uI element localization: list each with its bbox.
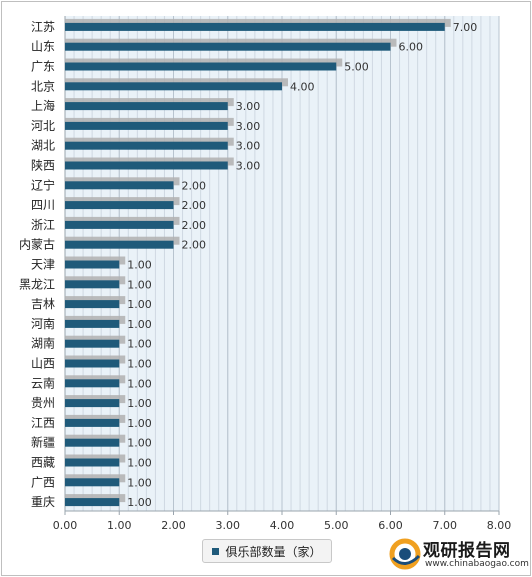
category-label: 广东 <box>31 60 55 74</box>
bar <box>65 379 120 388</box>
category-label: 天津 <box>31 258 55 272</box>
tick-label: 4.00 <box>270 519 295 532</box>
legend-swatch <box>212 547 220 555</box>
bar <box>65 240 174 249</box>
data-label: 1.00 <box>127 278 152 291</box>
bar <box>65 300 120 309</box>
category-label: 贵州 <box>31 396 55 410</box>
data-label: 5.00 <box>344 61 369 74</box>
category-label: 北京 <box>31 79 55 93</box>
category-label: 江西 <box>31 416 55 430</box>
bar <box>65 438 120 447</box>
bar <box>65 339 120 348</box>
data-label: 2.00 <box>182 239 207 252</box>
category-label: 黑龙江 <box>19 277 55 291</box>
bar <box>65 220 174 229</box>
bar <box>65 498 120 507</box>
data-label: 1.00 <box>127 338 152 351</box>
bar <box>65 260 120 269</box>
watermark-name: 观研报告网 <box>423 541 511 561</box>
bar <box>65 280 120 289</box>
tick-label: 1.00 <box>107 519 132 532</box>
data-label: 1.00 <box>127 437 152 450</box>
bar <box>65 102 228 111</box>
tick-label: 8.00 <box>487 519 512 532</box>
category-label: 新疆 <box>31 435 55 450</box>
data-label: 3.00 <box>236 160 261 173</box>
bar <box>65 42 391 51</box>
data-label: 7.00 <box>453 21 478 34</box>
category-label: 吉林 <box>31 297 55 311</box>
data-label: 1.00 <box>127 397 152 410</box>
category-label: 内蒙古 <box>19 237 55 252</box>
legend-label: 俱乐部数量（家） <box>225 544 322 559</box>
data-label: 1.00 <box>127 358 152 371</box>
category-labels: 江苏山东广东北京上海河北湖北陕西辽宁四川浙江内蒙古天津黑龙江吉林河南湖南山西云南… <box>19 20 55 509</box>
category-label: 河南 <box>31 316 55 331</box>
data-label: 3.00 <box>236 140 261 153</box>
category-label: 辽宁 <box>31 177 55 192</box>
category-label: 云南 <box>31 375 55 390</box>
category-label: 江苏 <box>31 20 55 34</box>
tick-label: 3.00 <box>216 519 241 532</box>
data-labels: 7.00 6.00 5.00 4.00 3.00 3.00 3.00 3.00 2.00 2.00… <box>127 21 477 509</box>
data-label: 1.00 <box>127 298 152 311</box>
bar <box>65 161 228 170</box>
category-label: 山西 <box>31 357 55 371</box>
category-label: 浙江 <box>31 218 55 232</box>
data-label: 2.00 <box>182 219 207 232</box>
tick-label: 7.00 <box>433 519 458 532</box>
tick-label: 0.00 <box>53 519 78 532</box>
bar <box>65 399 120 408</box>
data-label: 1.00 <box>127 259 152 272</box>
category-label: 西藏 <box>31 456 55 470</box>
category-label: 湖南 <box>31 336 55 351</box>
category-label: 上海 <box>31 98 55 113</box>
bar <box>65 359 120 368</box>
data-label: 1.00 <box>127 476 152 489</box>
tick-label: 6.00 <box>378 519 403 532</box>
data-label: 3.00 <box>236 100 261 113</box>
data-label: 1.00 <box>127 457 152 470</box>
bar <box>65 121 228 130</box>
category-label: 四川 <box>31 198 55 212</box>
data-label: 6.00 <box>399 41 424 54</box>
tick-label: 5.00 <box>324 519 349 532</box>
category-label: 重庆 <box>31 495 55 509</box>
data-label: 1.00 <box>127 318 152 331</box>
data-label: 2.00 <box>182 179 207 192</box>
x-axis-ticks: 0.00 1.00 2.00 3.00 4.00 5.00 6.00 7.00 8.00 <box>53 511 512 532</box>
logo-icon <box>389 538 421 570</box>
data-label: 1.00 <box>127 417 152 430</box>
data-label: 3.00 <box>236 120 261 133</box>
bar <box>65 319 120 328</box>
category-label: 广西 <box>31 475 55 489</box>
bar <box>65 141 228 150</box>
bar <box>65 478 120 487</box>
data-label: 4.00 <box>290 80 315 93</box>
data-label: 2.00 <box>182 199 207 212</box>
category-label: 陕西 <box>31 158 55 173</box>
bar <box>65 22 445 31</box>
tick-label: 2.00 <box>161 519 186 532</box>
category-label: 山东 <box>31 40 55 54</box>
bars <box>65 18 451 507</box>
bar <box>65 62 337 71</box>
bar <box>65 458 120 467</box>
category-label: 河北 <box>31 119 55 133</box>
category-label: 湖北 <box>31 138 55 153</box>
bar <box>65 181 174 190</box>
legend: 俱乐部数量（家） <box>202 539 332 563</box>
bar <box>65 201 174 210</box>
watermark-url: www.chinabaogao.com <box>425 559 529 569</box>
data-label: 1.00 <box>127 377 152 390</box>
bar <box>65 418 120 427</box>
data-label: 1.00 <box>127 496 152 509</box>
bar <box>65 82 282 91</box>
watermark-logo: 观研报告网 www.chinabaogao.com <box>387 533 529 575</box>
